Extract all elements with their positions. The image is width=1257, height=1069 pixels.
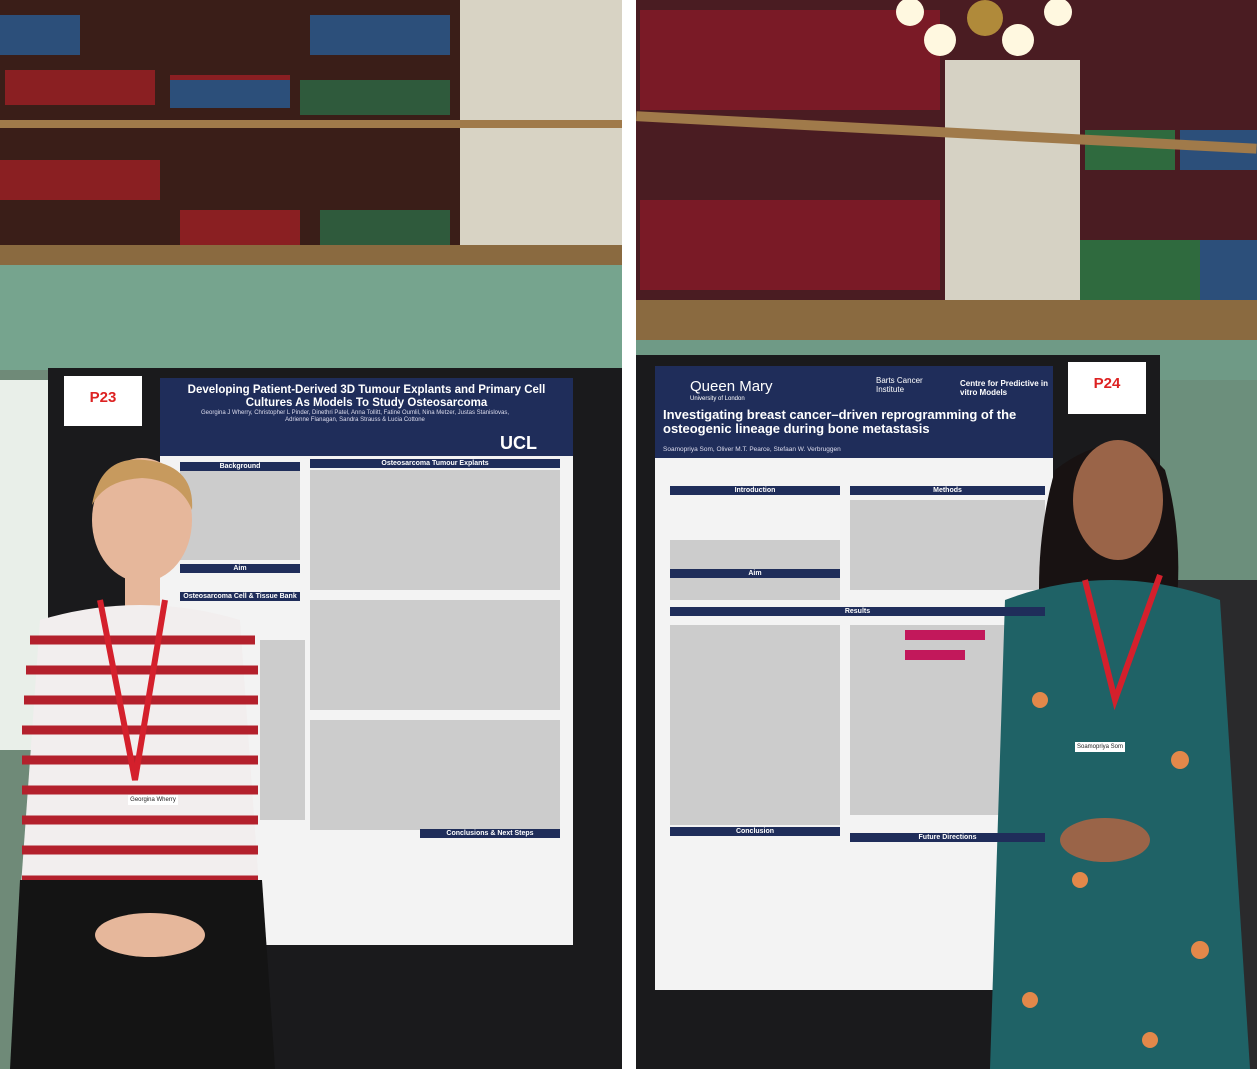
section-heading: Aim: [180, 564, 300, 573]
name-badge: Georgina Wherry: [128, 795, 178, 805]
name-badge: Soamopriya Som: [1075, 742, 1125, 752]
right-photo: [636, 0, 1257, 1069]
logo: Centre for Predictive in vitro Models: [960, 379, 1049, 397]
board-label: P23: [89, 389, 117, 406]
section-heading: Results: [670, 607, 1045, 616]
logo: UCL: [500, 433, 537, 453]
section-heading: Introduction: [670, 486, 840, 495]
logo: Queen Mary: [690, 378, 773, 395]
logo: University of London: [690, 396, 745, 402]
poster-title: Developing Patient-Derived 3D Tumour Exp…: [187, 384, 546, 409]
section-heading: Future Directions: [850, 833, 1045, 842]
left-photo: [0, 0, 622, 1069]
section-heading: Osteosarcoma Tumour Explants: [310, 459, 560, 468]
poster-title: Investigating breast cancer–driven repro…: [663, 407, 1017, 437]
poster-authors: Soamopriya Som, Oliver M.T. Pearce, Stef…: [663, 446, 841, 453]
section-heading: Conclusions & Next Steps: [420, 829, 560, 838]
section-heading: Methods: [850, 486, 1045, 495]
poster-authors: Georgina J Wherry, Christopher L Pinder,…: [200, 410, 510, 423]
board-label: P24: [1093, 375, 1121, 392]
section-heading: Osteosarcoma Cell & Tissue Bank: [180, 592, 300, 601]
logo: Barts Cancer Institute: [876, 376, 923, 394]
section-heading: Conclusion: [670, 827, 840, 836]
section-heading: Background: [180, 462, 300, 471]
section-heading: Aim: [670, 569, 840, 578]
